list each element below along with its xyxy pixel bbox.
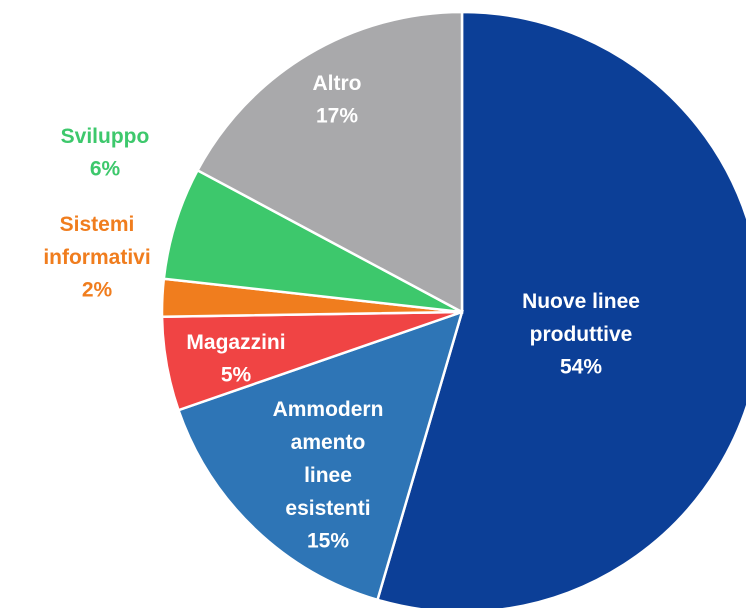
slice-label: Sviluppo <box>61 125 150 148</box>
value-label: 6% <box>90 158 121 181</box>
label-line: Sistemi <box>60 213 135 236</box>
label-line: amento <box>291 431 366 454</box>
pie-slice <box>176 310 464 602</box>
label-line: linee <box>304 464 352 487</box>
pie-slice <box>195 10 464 315</box>
label-line: esistenti <box>285 497 370 520</box>
label-line: Sviluppo <box>61 125 150 148</box>
label-line: Ammodern <box>273 398 384 421</box>
label-line: informativi <box>43 246 150 269</box>
label-line: Magazzini <box>186 331 285 354</box>
label-line: Nuove linee <box>522 290 640 313</box>
slice-label: Nuove linee produttive <box>522 290 640 346</box>
slice-label: Magazzini <box>186 331 285 354</box>
label-line: Altro <box>313 72 362 95</box>
value-label: 15% <box>307 530 349 553</box>
value-label: 2% <box>82 279 113 302</box>
pie-slice <box>375 10 746 608</box>
value-label: 17% <box>316 105 358 128</box>
value-label: 54% <box>560 356 602 379</box>
slice-label: Altro <box>313 72 362 95</box>
slice-label: Ammodern amento linee esistenti <box>273 398 384 520</box>
label-line: produttive <box>530 323 633 346</box>
value-label: 5% <box>221 364 252 387</box>
slice-label: Sistemi informativi <box>43 213 150 269</box>
